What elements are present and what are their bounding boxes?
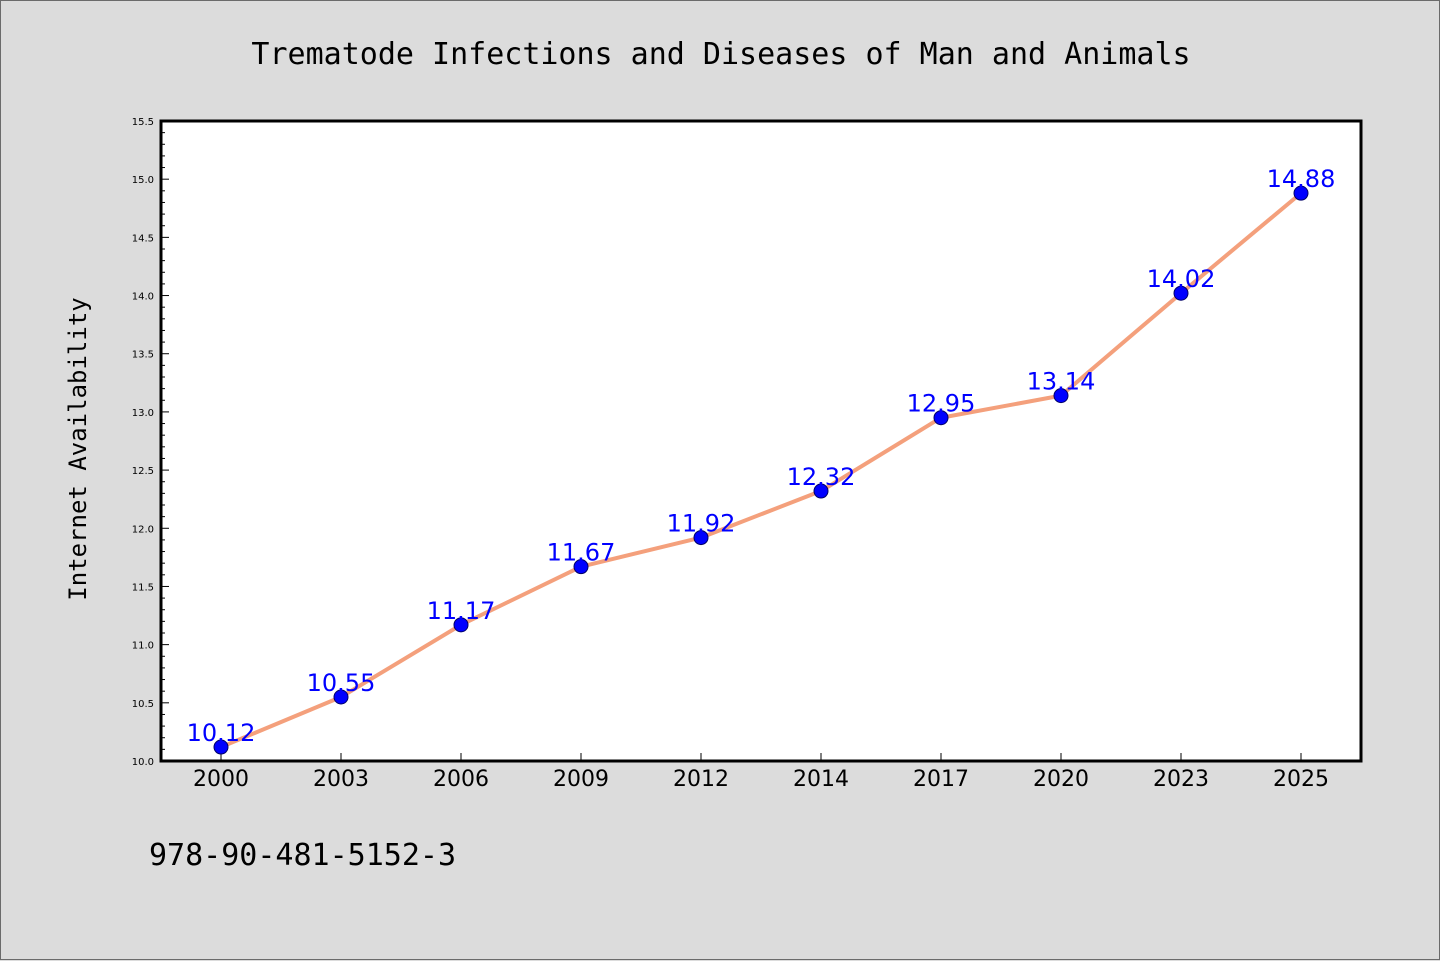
x-tick-label: 2014 — [793, 767, 849, 792]
y-tick-label: 13.5 — [132, 350, 154, 361]
x-axis: 2000 2003 2006 2009 2012 2014 2017 2020 2023 2025 — [193, 753, 1329, 792]
data-point — [933, 410, 949, 426]
x-tick-label: 2017 — [913, 767, 969, 792]
data-label: 13.14 — [1027, 368, 1096, 396]
isbn-footer: 978-90-481-5152-3 — [149, 838, 456, 873]
data-point — [213, 739, 229, 755]
x-tick-label: 2003 — [313, 767, 369, 792]
y-tick-label: 15.5 — [132, 117, 154, 128]
data-label: 11.67 — [547, 539, 616, 567]
data-label: 14.88 — [1267, 165, 1336, 193]
y-tick-label: 11.0 — [132, 641, 154, 652]
data-point — [1293, 185, 1309, 201]
data-point — [453, 617, 469, 633]
series-layer: 10.12 10.55 11.17 11.67 11.92 12.32 12.95 13.14… — [187, 165, 1336, 755]
y-tick-label: 12.0 — [132, 524, 154, 535]
x-tick-label: 2020 — [1033, 767, 1089, 792]
x-tick-label: 2025 — [1273, 767, 1329, 792]
data-point — [1173, 285, 1189, 301]
data-label: 10.12 — [187, 719, 256, 747]
y-tick-label: 11.5 — [132, 582, 154, 593]
y-tick-label: 13.0 — [132, 408, 154, 419]
x-tick-label: 2006 — [433, 767, 489, 792]
plot-area — [159, 119, 1363, 763]
data-label: 11.92 — [667, 510, 736, 538]
data-label: 11.17 — [427, 597, 496, 625]
y-tick-label: 14.5 — [132, 233, 154, 244]
y-axis-label: Internet Availability — [64, 297, 92, 600]
y-tick-label: 10.0 — [132, 757, 154, 768]
chart-title: Trematode Infections and Diseases of Man… — [251, 37, 1190, 72]
x-tick-label: 2009 — [553, 767, 609, 792]
x-tick-label: 2012 — [673, 767, 729, 792]
y-tick-label: 15.0 — [132, 175, 154, 186]
data-label: 12.95 — [907, 390, 976, 418]
y-tick-label: 10.5 — [132, 699, 154, 710]
y-axis: 10.0 10.5 11.0 11.5 12.0 12.5 13.0 13.5 14.0 14.5… — [132, 117, 169, 768]
data-point — [693, 530, 709, 546]
data-point — [1053, 388, 1069, 404]
data-point — [813, 483, 829, 499]
data-label: 10.55 — [307, 669, 376, 697]
x-tick-label: 2000 — [193, 767, 249, 792]
series-line — [219, 191, 1303, 750]
data-label: 14.02 — [1147, 265, 1216, 293]
y-tick-label: 14.0 — [132, 292, 154, 303]
data-point — [333, 689, 349, 705]
x-tick-label: 2023 — [1153, 767, 1209, 792]
data-point — [573, 559, 589, 575]
data-label: 12.32 — [787, 463, 856, 491]
y-tick-label: 12.5 — [132, 466, 154, 477]
